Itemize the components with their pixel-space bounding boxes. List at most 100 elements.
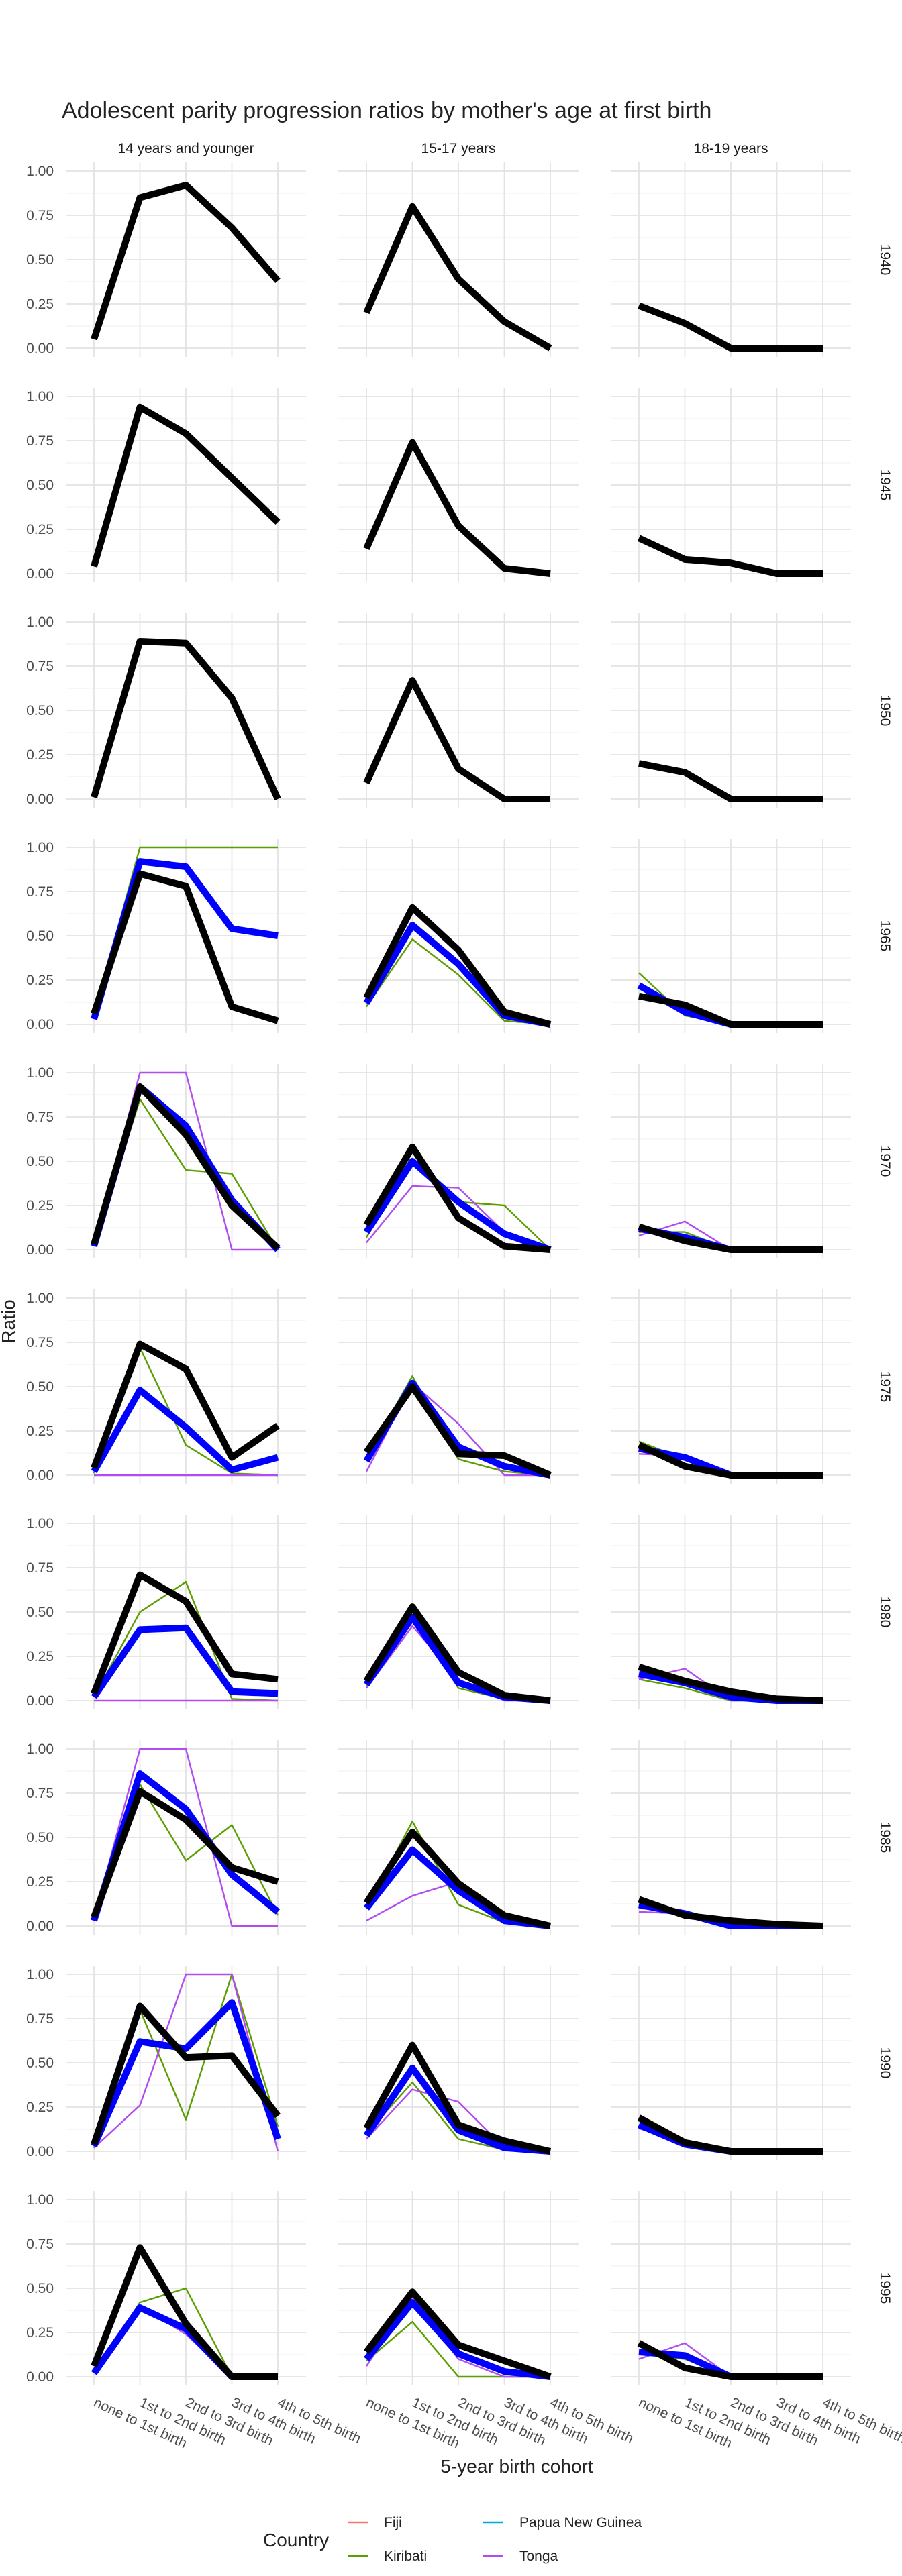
- facet-panel: [66, 162, 306, 357]
- facet-column-label: 14 years and younger: [117, 141, 254, 156]
- y-tick-label: 0.75: [26, 208, 54, 223]
- facet-panel: [611, 1740, 851, 1935]
- y-tick-label: 0.00: [26, 1693, 54, 1709]
- facet-panel: [611, 839, 851, 1033]
- y-axis-title: Ratio: [0, 1299, 19, 1343]
- series-line-black: [638, 1664, 823, 1704]
- y-tick-label: 0.75: [26, 1560, 54, 1576]
- y-tick-label: 0.00: [26, 2369, 54, 2385]
- series-line-black: [91, 2244, 278, 2380]
- facet-row-label: 1980: [877, 1597, 893, 1628]
- series-line-black: [91, 1571, 279, 1695]
- series-line-tonga: [93, 1973, 279, 2152]
- facet-panel: [66, 1740, 306, 1935]
- facet-row-label: 1995: [877, 2273, 893, 2304]
- facet-panel: [611, 1289, 851, 1484]
- y-tick-label: 0.25: [26, 297, 54, 312]
- facet-panel: [611, 1966, 851, 2160]
- y-tick-label: 0.00: [26, 1468, 54, 1483]
- facet-panel: [66, 1289, 306, 1484]
- y-tick-label: 1.00: [26, 840, 54, 855]
- series-line-blue: [91, 1770, 281, 1922]
- chart-title: Adolescent parity progression ratios by …: [62, 98, 711, 123]
- series-line-black: [91, 182, 281, 341]
- y-tick-label: 0.50: [26, 1379, 54, 1395]
- x-axis-title: 5-year birth cohort: [440, 2456, 593, 2477]
- series-line-black: [91, 1788, 279, 1919]
- y-tick-label: 0.50: [26, 2055, 54, 2071]
- series-line-blue: [91, 1999, 281, 2148]
- facet-panel: [338, 388, 579, 582]
- y-tick-label: 0.50: [26, 1154, 54, 1169]
- series-line-black: [363, 439, 551, 577]
- y-tick-label: 0.75: [26, 659, 54, 674]
- facet-panel: [611, 2191, 851, 2385]
- y-tick-label: 0.50: [26, 1830, 54, 1845]
- series-line-black: [637, 1442, 823, 1479]
- series-line-blue: [91, 1624, 279, 1699]
- y-tick-label: 0.25: [26, 973, 54, 988]
- y-tick-label: 0.75: [26, 1335, 54, 1350]
- facet-panel: [66, 388, 306, 582]
- series-line-black: [363, 1829, 552, 1929]
- y-tick-label: 1.00: [26, 389, 54, 405]
- y-tick-label: 0.25: [26, 2325, 54, 2341]
- y-tick-label: 0.50: [26, 2281, 54, 2296]
- facet-column-label: 18-19 years: [694, 141, 768, 156]
- y-tick-label: 1.00: [26, 614, 54, 630]
- legend-title: Country: [263, 2530, 329, 2551]
- y-tick-label: 0.75: [26, 1786, 54, 1801]
- y-tick-label: 1.00: [26, 1516, 54, 1532]
- series-line-black: [91, 870, 279, 1024]
- legend-label: Tonga: [519, 2548, 558, 2564]
- facet-panel: [66, 2191, 306, 2385]
- y-tick-label: 0.50: [26, 1605, 54, 1620]
- facet-panel: [66, 1966, 306, 2160]
- facet-panel: [611, 613, 851, 808]
- y-tick-label: 1.00: [26, 1741, 54, 1757]
- y-tick-label: 0.25: [26, 1874, 54, 1890]
- facet-panel: [611, 388, 851, 582]
- y-tick-label: 0.00: [26, 341, 54, 356]
- legend-label: Papua New Guinea: [519, 2515, 642, 2530]
- series-line-black: [363, 2041, 552, 2155]
- series-line-black: [638, 1896, 823, 1929]
- facet-row-label: 1950: [877, 695, 893, 727]
- facet-panel: [66, 1064, 306, 1258]
- series-line-black: [363, 677, 550, 802]
- y-tick-label: 1.00: [26, 164, 54, 179]
- y-tick-label: 0.25: [26, 1424, 54, 1439]
- facet-panel: [66, 1515, 306, 1709]
- facet-panel: [338, 839, 579, 1033]
- y-tick-label: 0.00: [26, 1242, 54, 1258]
- y-tick-label: 0.25: [26, 2100, 54, 2115]
- series-line-black: [363, 203, 552, 352]
- series-line-tonga: [93, 1748, 278, 1927]
- y-tick-label: 0.75: [26, 433, 54, 449]
- y-tick-label: 0.50: [26, 252, 54, 268]
- facet-row-label: 1945: [877, 470, 893, 501]
- series-line-black: [91, 638, 281, 801]
- series-line-black: [363, 1603, 551, 1704]
- y-tick-label: 1.00: [26, 1065, 54, 1081]
- y-tick-label: 1.00: [26, 1967, 54, 1982]
- facet-panel: [338, 1064, 579, 1258]
- series-line-black: [91, 1083, 281, 1251]
- facet-row-label: 1965: [877, 920, 893, 952]
- y-tick-label: 0.50: [26, 478, 54, 493]
- facet-panel: [338, 2191, 579, 2385]
- facet-panel: [338, 1289, 579, 1484]
- y-tick-label: 0.00: [26, 1017, 54, 1032]
- series-line-black: [91, 1340, 280, 1470]
- legend-label: Fiji: [384, 2515, 402, 2530]
- facet-panel: [611, 1515, 851, 1709]
- y-tick-label: 1.00: [26, 1291, 54, 1306]
- facet-panel: [338, 162, 579, 357]
- legend: Country Fiji Kiribati Papua New Guinea Tong…: [263, 2515, 642, 2564]
- facet-row-label: 1970: [877, 1146, 893, 1177]
- legend-label: Kiribati: [384, 2548, 427, 2564]
- series-line-black: [638, 760, 823, 802]
- facet-panel: [611, 1064, 851, 1258]
- series-line-blue: [91, 1387, 279, 1474]
